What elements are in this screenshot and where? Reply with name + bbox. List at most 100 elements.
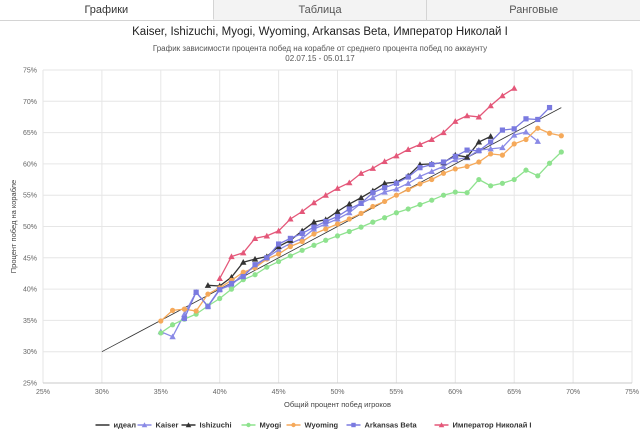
data-point-arkansas-beta: [276, 241, 282, 247]
data-point-arkansas-beta: [382, 185, 388, 191]
data-point-император-николай-i: [416, 141, 424, 148]
data-point-myogi: [405, 206, 411, 212]
data-point-ishizuchi: [240, 258, 247, 265]
data-point-wyoming: [523, 136, 529, 143]
x-tick-label: 70%: [566, 389, 580, 396]
data-point-император-николай-i: [440, 129, 447, 136]
legend-label-myogi: Myogi: [260, 421, 282, 430]
data-point-император-николай-i: [287, 215, 294, 222]
x-axis-title: Общий процент побед игроков: [284, 400, 391, 409]
data-point-ishizuchi: [251, 255, 259, 262]
y-tick-label: 55%: [23, 193, 37, 200]
data-point-myogi: [169, 322, 176, 328]
data-point-император-николай-i: [381, 158, 388, 164]
x-tick-label: 30%: [95, 389, 109, 396]
data-point-myogi: [358, 224, 364, 230]
data-point-kaiser: [452, 156, 459, 163]
data-point-wyoming: [370, 203, 376, 210]
data-point-император-николай-i: [357, 170, 365, 176]
tab-bar: Графики Таблица Ранговые: [0, 0, 640, 21]
data-point-myogi: [417, 201, 423, 208]
data-point-arkansas-beta: [217, 287, 223, 293]
legend-label-ishizuchi: Ishizuchi: [200, 421, 232, 430]
data-point-arkansas-beta: [346, 206, 352, 212]
data-point-kaiser: [381, 188, 388, 195]
data-point-ishizuchi: [381, 180, 388, 186]
tab-ranked[interactable]: Ранговые: [509, 4, 559, 16]
data-point-myogi: [252, 272, 258, 278]
y-tick-label: 35%: [23, 318, 37, 325]
data-point-myogi: [264, 264, 270, 270]
data-point-kaiser: [369, 194, 377, 201]
data-point-wyoming: [346, 216, 352, 222]
legend-marker-kaiser: [141, 422, 148, 428]
data-point-wyoming: [464, 163, 470, 170]
data-point-arkansas-beta: [334, 213, 341, 220]
series-line-император-николай-i: [219, 87, 515, 279]
data-point-arkansas-beta: [546, 104, 553, 111]
legend-label-wyoming: Wyoming: [305, 421, 339, 430]
legend-marker-myogi: [246, 422, 251, 428]
data-point-arkansas-beta: [464, 147, 470, 153]
data-point-arkansas-beta: [205, 304, 211, 310]
data-point-arkansas-beta: [523, 116, 529, 122]
data-point-ishizuchi: [357, 194, 365, 201]
data-point-kaiser: [428, 168, 435, 174]
data-point-myogi: [429, 197, 435, 203]
data-point-myogi: [558, 149, 564, 155]
data-point-wyoming: [276, 251, 282, 257]
y-tick-label: 30%: [23, 349, 37, 356]
data-point-император-николай-i: [463, 112, 471, 119]
legend-marker-arkansas-beta: [351, 422, 356, 428]
data-point-император-николай-i: [251, 235, 259, 241]
data-point-император-николай-i: [216, 275, 223, 282]
y-tick-label: 45%: [23, 255, 37, 262]
subtitle-line-1: График зависимости процента побед на кор…: [152, 44, 488, 53]
tab-table[interactable]: Таблица: [214, 0, 428, 20]
data-point-arkansas-beta: [488, 139, 494, 145]
data-point-император-николай-i: [393, 152, 400, 159]
data-point-wyoming: [358, 210, 364, 216]
data-point-myogi: [535, 173, 541, 179]
x-tick-label: 25%: [36, 389, 50, 396]
data-point-myogi: [276, 258, 282, 265]
data-point-император-николай-i: [499, 92, 506, 99]
data-point-император-николай-i: [487, 102, 494, 109]
data-point-ishizuchi: [346, 200, 353, 207]
data-point-arkansas-beta: [240, 273, 246, 280]
tab-charts[interactable]: Графики: [0, 0, 214, 20]
series-line-идеал: [101, 107, 562, 353]
data-point-ishizuchi: [310, 218, 318, 225]
data-point-myogi: [393, 210, 399, 216]
data-point-arkansas-beta: [476, 148, 482, 154]
data-point-император-николай-i: [369, 165, 377, 171]
data-point-kaiser: [522, 128, 530, 135]
data-point-myogi: [464, 190, 470, 196]
x-tick-label: 55%: [389, 389, 403, 396]
data-point-ishizuchi: [487, 133, 494, 139]
data-point-wyoming: [181, 306, 187, 312]
y-tick-label: 25%: [23, 381, 37, 388]
x-tick-label: 75%: [625, 389, 639, 396]
data-point-wyoming: [499, 152, 506, 158]
data-point-wyoming: [193, 308, 199, 314]
chart-title: Kaiser, Ishizuchi, Myogi, Wyoming, Arkan…: [132, 26, 508, 38]
chart-subtitle: График зависимости процента побед на кор…: [0, 44, 640, 64]
data-point-arkansas-beta: [370, 190, 376, 196]
data-point-kaiser: [169, 333, 176, 340]
data-point-wyoming: [440, 170, 447, 176]
data-point-император-николай-i: [428, 136, 435, 143]
data-point-myogi: [546, 160, 553, 166]
x-tick-label: 45%: [272, 389, 286, 396]
data-point-wyoming: [488, 151, 494, 157]
data-point-arkansas-beta: [358, 200, 364, 206]
data-point-wyoming: [417, 181, 423, 187]
data-point-myogi: [476, 176, 482, 183]
data-point-kaiser: [499, 144, 506, 151]
y-tick-label: 70%: [23, 99, 37, 106]
data-point-wyoming: [393, 192, 399, 198]
data-point-wyoming: [158, 318, 164, 324]
y-tick-label: 50%: [23, 224, 37, 231]
data-point-arkansas-beta: [193, 289, 199, 295]
